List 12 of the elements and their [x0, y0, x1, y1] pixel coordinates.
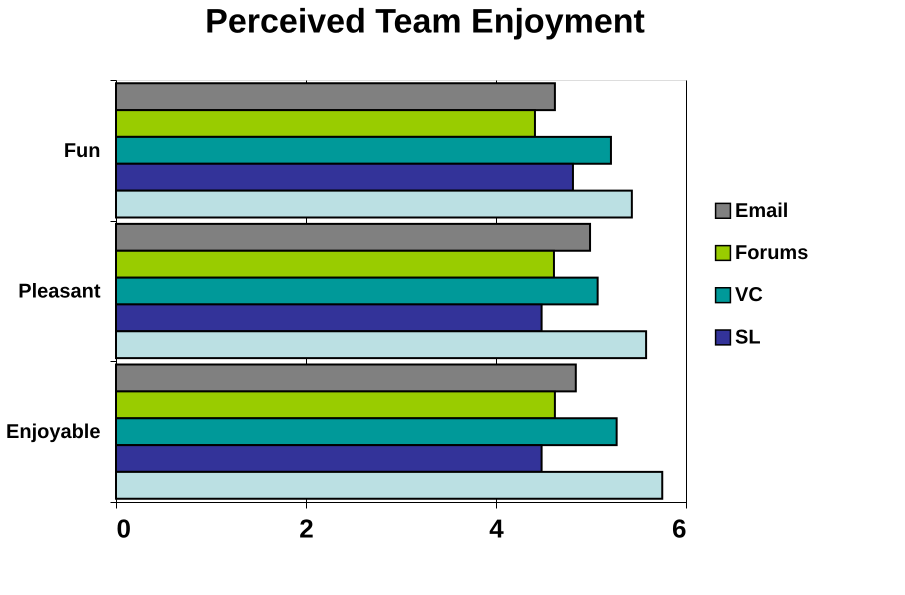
y-tick-label: Pleasant: [18, 280, 101, 302]
legend-label: Forums: [735, 242, 808, 264]
y-tick-label: Fun: [64, 140, 100, 162]
legend-label: Email: [735, 200, 788, 222]
x-tick-label: 6: [672, 514, 686, 544]
legend-label: SL: [735, 326, 761, 348]
x-tick-label: 4: [489, 514, 504, 544]
y-tick-label: Enjoyable: [6, 421, 100, 444]
x-tick-label: 0: [116, 514, 131, 544]
x-tick-label: 2: [299, 514, 314, 544]
legend-label: VC: [735, 284, 763, 306]
chart-title: Perceived Team Enjoyment: [205, 2, 645, 40]
